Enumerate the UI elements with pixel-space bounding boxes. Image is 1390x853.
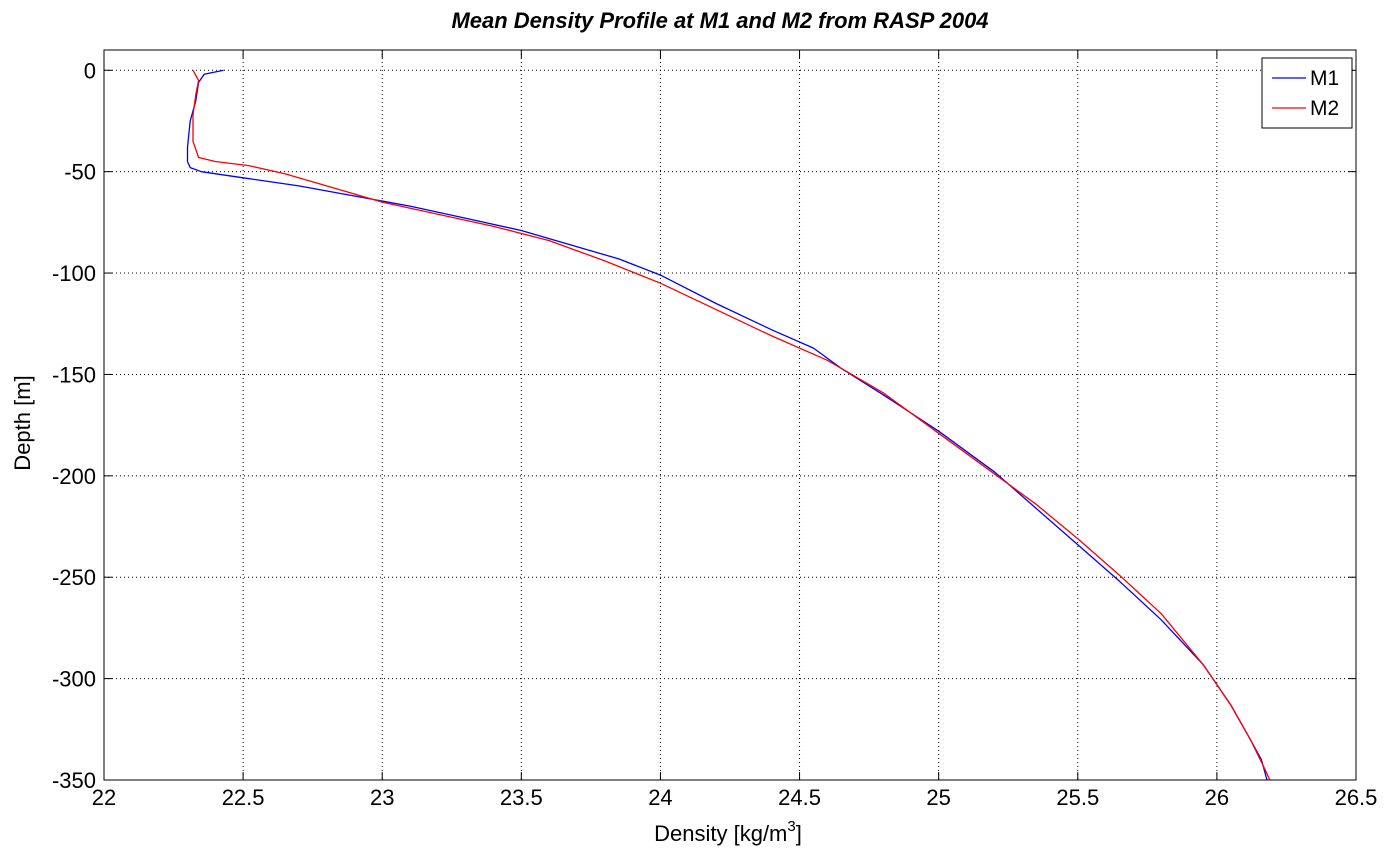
x-tick-label: 22.5 <box>222 785 265 810</box>
y-tick-label: -100 <box>52 261 96 286</box>
legend-box <box>1261 57 1353 129</box>
axes-background <box>104 50 1356 780</box>
x-tick-label: 22 <box>92 785 116 810</box>
x-tick-label: 25 <box>926 785 950 810</box>
y-tick-label: -250 <box>52 565 96 590</box>
y-axis-label: Depth [m] <box>10 375 35 470</box>
axes-box <box>103 49 1357 781</box>
x-tick-label: 23.5 <box>500 785 543 810</box>
x-axis-label: Density [kg/m3] <box>654 818 802 846</box>
y-tick-label: -150 <box>52 362 96 387</box>
y-tick-label: -50 <box>64 160 96 185</box>
x-tick-label: 25.5 <box>1056 785 1099 810</box>
grid <box>104 50 1356 780</box>
y-tick-label: -300 <box>52 667 96 692</box>
series-line-m2 <box>192 69 1271 781</box>
x-axis-label-superscript: 3 <box>787 818 795 835</box>
series-line-m1 <box>186 69 1268 781</box>
legend-label-m2: M2 <box>1310 97 1339 120</box>
x-tick-label: 26 <box>1205 785 1229 810</box>
x-tick-label: 24.5 <box>778 785 821 810</box>
chart-title: Mean Density Profile at M1 and M2 from R… <box>451 8 988 33</box>
ticks: 22 22.5 23 23.5 24 24.5 25 25.5 26 26.5 0 -50 -100 -1… <box>52 50 1377 810</box>
series-layer <box>186 69 1271 781</box>
y-tick-label: -200 <box>52 464 96 489</box>
y-tick-label: -350 <box>52 768 96 793</box>
legend-label-m1: M1 <box>1310 67 1339 90</box>
y-tick-label: 0 <box>84 58 96 83</box>
x-tick-label: 24 <box>648 785 672 810</box>
x-tick-label: 26.5 <box>1335 785 1378 810</box>
plot-area: 22 22.5 23 23.5 24 24.5 25 25.5 26 26.5 0 -50 -100 -1… <box>52 49 1377 810</box>
x-axis-label-suffix: ] <box>796 821 802 846</box>
x-tick-label: 23 <box>370 785 394 810</box>
x-axis-label-text: Density [kg/m <box>654 821 787 846</box>
